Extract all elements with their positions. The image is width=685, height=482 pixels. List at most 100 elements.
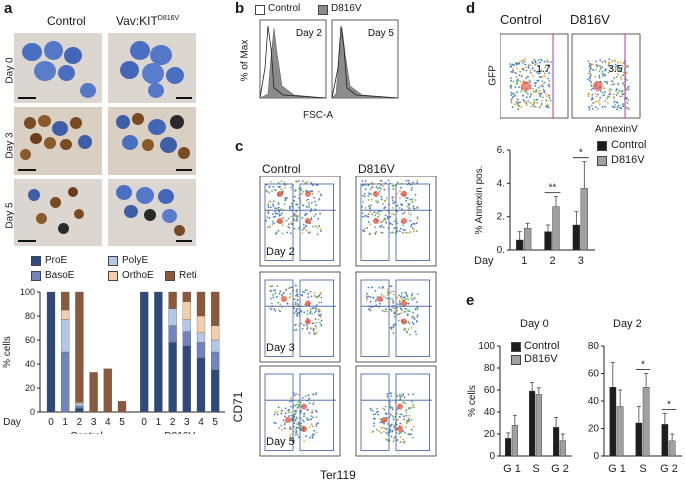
d-flow-dot-mut xyxy=(627,108,630,111)
a-bar-proe-2 xyxy=(75,408,84,413)
d-bar-d816v-1 xyxy=(552,206,560,251)
c-flow-mut-0-dot xyxy=(371,186,373,189)
c-flow-mut-0-dot xyxy=(384,218,386,220)
c-flow-mut-2-dot xyxy=(372,413,375,416)
c-flow-control-1-dot xyxy=(296,293,299,296)
c-flow-control-0-dot xyxy=(267,210,270,213)
d-flow-dot-control xyxy=(545,70,547,72)
d-flow-dot-control xyxy=(537,87,540,89)
c-flow-control-2-dot xyxy=(293,422,296,425)
c-flow-mut-0-dot xyxy=(414,193,417,196)
c-flow-mut-0-hotspot-3 xyxy=(401,218,407,224)
d-flow-dot-mut xyxy=(598,74,601,77)
c-flow-mut-0-dot xyxy=(402,212,404,215)
c-flow-control-1-dot xyxy=(317,318,320,321)
c-flow-control-2-dot xyxy=(282,419,285,422)
c-flow-control-2-dot xyxy=(293,413,296,416)
d-flow-dot-mut xyxy=(607,102,609,104)
c-flow-mut-0-dot xyxy=(384,182,387,184)
d-flow-dot-mut xyxy=(602,94,604,97)
c-flow-mut-0-dot xyxy=(401,208,403,211)
c-flow-mut-0-dot xyxy=(370,198,373,201)
d-flow-dot-control xyxy=(510,86,512,89)
c-flow-control-0-dot xyxy=(296,203,299,206)
d-flow-dot-mut xyxy=(617,61,619,64)
d-flow-dot-control xyxy=(519,80,522,83)
c-flow-mut-2-dot xyxy=(385,432,388,434)
c-flow-control-1-dot xyxy=(278,309,280,312)
c-flow-control-0-dot xyxy=(305,189,308,192)
c-flow-mut-2-dot xyxy=(377,413,380,416)
d-flow-dot-control xyxy=(525,69,528,72)
c-flow-mut-2-dot xyxy=(406,421,409,424)
d-flow-dot-control xyxy=(509,63,512,65)
c-flow-mut-0-dot xyxy=(392,231,394,234)
c-flow-control-1-dot xyxy=(289,296,291,299)
panel-a-col-mutant: Vav:KITD816V xyxy=(116,14,179,28)
d-sig-label-1: ** xyxy=(549,183,557,194)
c-flow-mut-2-dot xyxy=(394,425,396,428)
d-flow-dot-control xyxy=(530,72,532,74)
c-flow-mut-0-dot xyxy=(412,222,415,225)
c-flow-control-0-dot xyxy=(289,232,292,234)
c-flow-mut-0-dot xyxy=(396,227,398,229)
c-flow-control-2-dot xyxy=(298,403,300,406)
c-flow-control-2-dot xyxy=(311,436,314,439)
c-flow-control-0-dot xyxy=(310,208,313,211)
d-flow-dot-mut xyxy=(626,102,629,104)
c-flow-control-1-dot xyxy=(285,288,288,291)
c-flow-control-2-dot xyxy=(306,418,309,421)
d-flow-hotspot-mut xyxy=(592,81,603,92)
d-flow-dot-mut xyxy=(599,96,602,99)
d-flow-dot-control xyxy=(543,91,546,94)
c-flow-mut-2-dot xyxy=(402,438,404,441)
d-flow-dot-control xyxy=(539,61,541,64)
c-flow-control-0-hotspot-2 xyxy=(277,218,283,224)
legend-label-d-mut: D816V xyxy=(611,154,645,166)
c-flow-control-1-dot xyxy=(311,322,314,325)
c-flow-control-0-dot xyxy=(267,212,270,215)
c-flow-mut-0-dot xyxy=(405,199,407,202)
c-flow-control-2-dot xyxy=(294,404,297,407)
c-flow-control-2-dot xyxy=(304,395,307,398)
c-flow-control-0-dot xyxy=(297,179,300,182)
c-flow-mut-0-dot xyxy=(363,193,366,195)
d-xlabel: Day xyxy=(474,255,494,267)
c-flow-mut-0-dot xyxy=(396,204,399,207)
c-flow-mut-2-dot xyxy=(404,432,406,434)
c-flow-mut-1-dot xyxy=(394,323,396,326)
c-flow-mut-1-gate-left xyxy=(360,279,390,357)
c-flow-control-1-dot xyxy=(276,285,279,287)
d-flow-dot-control xyxy=(540,92,543,95)
d-flow-dot-control xyxy=(532,87,535,90)
d-flow-dot-control xyxy=(534,82,536,85)
c-flow-mut-1-dot xyxy=(416,306,419,309)
e2-ytick-label-2: 40 xyxy=(588,396,600,407)
c-flow-mut-1-dot xyxy=(392,301,395,303)
c-flow-control-2-dot xyxy=(287,409,290,412)
d-flow-dot-mut xyxy=(620,67,623,70)
c-flow-control-0-dot xyxy=(316,233,319,236)
c-flow-control-2-dot xyxy=(289,400,291,403)
d-flow-dot-control xyxy=(540,76,542,78)
c-flow-mut-1-dot xyxy=(366,299,368,301)
c-flow-mut-2-dot xyxy=(401,425,404,427)
c-flow-mut-1-dot xyxy=(400,312,402,315)
d-flow-dot-control xyxy=(536,63,539,65)
c-flow-control-0-dot xyxy=(271,220,274,223)
c-flow-control-0-dot xyxy=(277,203,280,205)
c-flow-mut-2-dot xyxy=(405,426,407,428)
d-flow-dot-control xyxy=(534,101,536,104)
d-flow-dot-control xyxy=(540,85,543,87)
c-flow-control-1-dot xyxy=(274,292,277,294)
d-flow-dot-mut xyxy=(592,69,594,71)
c-flow-control-0-dot xyxy=(286,231,288,234)
d-flow-dot-control xyxy=(513,93,516,95)
c-flow-mut-2-dot xyxy=(408,407,410,409)
c-flow-control-1-dot xyxy=(286,302,289,305)
c-flow-mut-2-dot xyxy=(384,405,387,408)
c-flow-mut-0-dot xyxy=(375,212,378,215)
d-flow-gate-value-mut: 3.5 xyxy=(608,64,622,75)
c-flow-control-0-dot xyxy=(281,232,284,235)
c-flow-control-0-dot xyxy=(293,195,296,198)
